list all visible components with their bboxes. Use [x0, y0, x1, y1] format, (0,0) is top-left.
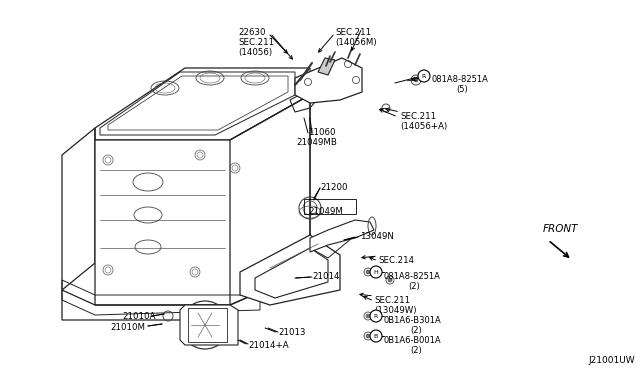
Text: SEC.214: SEC.214	[378, 256, 414, 265]
Text: 0B1A6-B001A: 0B1A6-B001A	[384, 336, 442, 345]
Circle shape	[414, 78, 418, 82]
Circle shape	[370, 266, 382, 278]
Circle shape	[370, 310, 382, 322]
Text: R: R	[374, 314, 378, 318]
Text: 21014: 21014	[312, 272, 339, 281]
Polygon shape	[180, 305, 238, 345]
Text: (14056+A): (14056+A)	[400, 122, 447, 131]
Text: 081A8-8251A: 081A8-8251A	[384, 272, 441, 281]
Text: 21049M: 21049M	[308, 207, 343, 216]
Circle shape	[370, 330, 382, 342]
Circle shape	[366, 314, 370, 318]
Text: 21014+A: 21014+A	[248, 341, 289, 350]
Text: (14056): (14056)	[238, 48, 272, 57]
Text: 21013: 21013	[278, 328, 305, 337]
Text: 22630: 22630	[238, 28, 266, 37]
Circle shape	[388, 278, 392, 282]
Circle shape	[200, 320, 210, 330]
Text: (2): (2)	[408, 282, 420, 291]
Text: SEC.211: SEC.211	[238, 38, 274, 47]
Text: 21049MB: 21049MB	[296, 138, 337, 147]
Text: (2): (2)	[410, 326, 422, 335]
Text: SEC.211: SEC.211	[374, 296, 410, 305]
Text: (14056M): (14056M)	[335, 38, 376, 47]
Text: FRONT: FRONT	[543, 224, 579, 234]
Text: B: B	[374, 334, 378, 339]
Circle shape	[418, 70, 430, 82]
Text: SEC.211: SEC.211	[335, 28, 371, 37]
Text: 0B1A6-B301A: 0B1A6-B301A	[384, 316, 442, 325]
Polygon shape	[295, 58, 362, 103]
Text: (2): (2)	[410, 346, 422, 355]
Text: 081A8-8251A: 081A8-8251A	[432, 75, 489, 84]
Polygon shape	[318, 58, 335, 75]
Circle shape	[366, 334, 370, 338]
Polygon shape	[310, 220, 374, 252]
Text: SEC.211: SEC.211	[400, 112, 436, 121]
Text: (5): (5)	[456, 85, 468, 94]
Text: J21001UW: J21001UW	[588, 356, 635, 365]
Text: 11060: 11060	[308, 128, 335, 137]
Circle shape	[366, 270, 370, 274]
Text: 21010A: 21010A	[122, 312, 156, 321]
Text: H: H	[374, 269, 378, 275]
Text: 21010M: 21010M	[110, 323, 145, 332]
Text: R: R	[422, 74, 426, 78]
Text: (13049W): (13049W)	[374, 306, 417, 315]
Polygon shape	[95, 95, 310, 305]
Text: 21200: 21200	[320, 183, 348, 192]
Text: 13049N: 13049N	[360, 232, 394, 241]
Polygon shape	[240, 235, 340, 305]
